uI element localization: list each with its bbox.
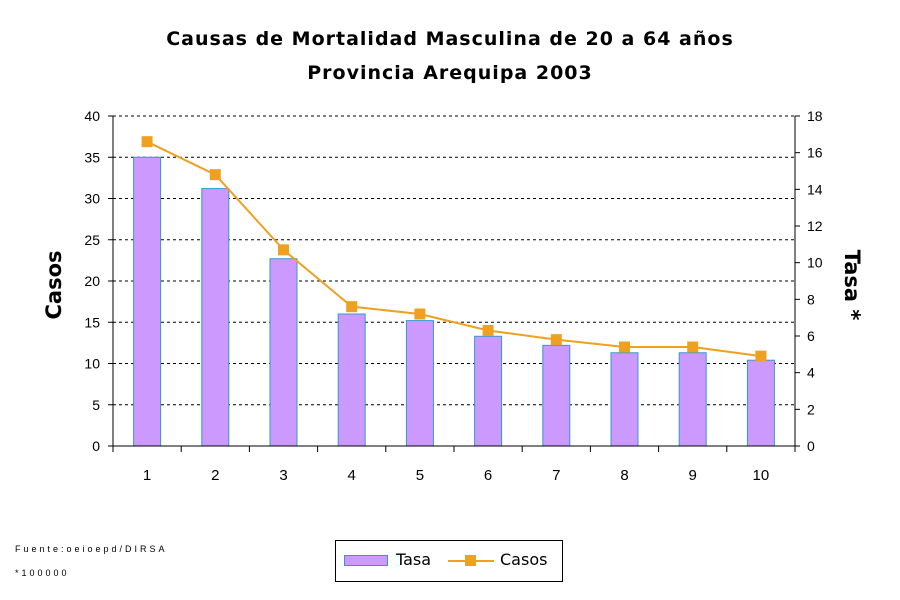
legend-swatch-tasa [344,555,388,566]
bar-tasa [337,313,366,447]
point-casos [687,341,699,353]
x-tick-label: 6 [484,467,492,484]
chart-title: Causas de Mortalidad Masculina de 20 a 6… [166,28,734,50]
x-tick-label: 1 [143,467,151,484]
y2-tick-label: 0 [807,438,815,454]
rate-note: *100000 [15,568,70,578]
point-casos [346,301,358,313]
x-tick-label: 4 [348,467,356,484]
y2-tick-label: 16 [807,145,823,161]
bar-tasa [610,352,639,447]
y2-tick-label: 8 [807,291,815,307]
x-tick-label: 5 [416,467,424,484]
x-tick-label: 3 [279,467,287,484]
point-casos [141,136,153,148]
y2-tick-label: 18 [807,108,823,124]
chart-subtitle: Provincia Arequipa 2003 [307,62,593,84]
bar-tasa [201,188,230,447]
x-tick-label: 9 [689,467,697,484]
y-tick-label: 40 [84,108,100,124]
y-tick-label: 35 [84,149,100,165]
point-casos [209,169,221,181]
bar-tasa [474,335,503,447]
point-casos [619,341,630,353]
y-tick-label: 0 [92,438,100,454]
bar-tasa [405,320,434,447]
y-tick-label: 15 [84,314,100,330]
y-tick-label: 30 [84,191,100,207]
y-tick-label: 20 [84,273,100,289]
bar-tasa [678,352,707,447]
bar-tasa [269,258,298,447]
point-casos [550,334,562,346]
point-casos [755,350,767,362]
point-casos [414,308,426,320]
y2-tick-label: 4 [807,365,815,381]
y2-tick-label: 12 [807,218,823,234]
point-casos [278,244,289,256]
x-tick-label: 7 [552,467,560,484]
bar-tasa [746,359,775,447]
legend-label-casos: Casos [500,550,548,569]
x-tick-label: 10 [753,467,770,484]
y2-tick-label: 14 [807,181,823,197]
legend-label-tasa: Tasa [396,550,432,569]
legend-marker-casos [465,555,476,566]
x-tick-label: 8 [620,467,628,484]
y-tick-label: 25 [84,232,100,248]
y2-tick-label: 10 [807,255,823,271]
line-casos [146,140,762,358]
point-casos [482,325,494,336]
bar-tasa [133,156,162,447]
y-tick-label: 5 [92,397,100,413]
x-tick-label: 2 [211,467,219,484]
y-tick-label: 10 [84,356,100,372]
source-note: Fuente:oeioepd/DIRSA [15,544,168,554]
y2-tick-label: 2 [807,401,815,417]
bar-tasa [542,344,571,447]
y2-tick-label: 6 [807,328,815,344]
legend: Tasa Casos [335,540,563,582]
